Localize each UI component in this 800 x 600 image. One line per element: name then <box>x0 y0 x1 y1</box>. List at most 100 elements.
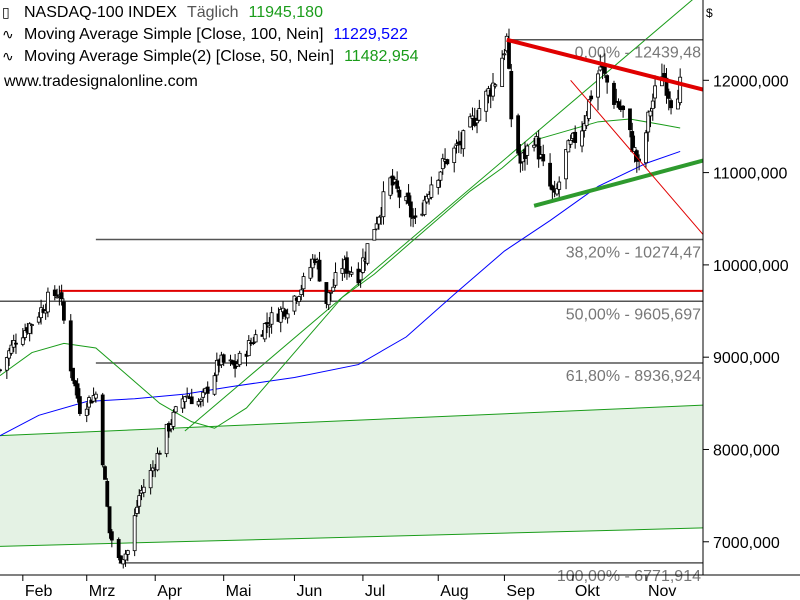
candle-body <box>678 76 683 104</box>
candle-body <box>452 147 457 163</box>
candle-body <box>648 110 653 117</box>
candle-body <box>650 100 655 110</box>
ma50-line <box>0 118 681 429</box>
moving-average-layer <box>0 118 681 437</box>
candle-body <box>297 296 301 302</box>
channel-line <box>0 404 704 437</box>
candle-body <box>491 82 495 97</box>
resistance-trendline <box>506 37 704 92</box>
candle-body <box>36 316 41 323</box>
candle-body <box>429 184 434 198</box>
candle-body <box>62 301 66 321</box>
thin-resistance-trendline <box>570 79 704 235</box>
source-url: www.tradesignalonline.com <box>4 73 198 90</box>
y-tick-label: 9000,000 <box>713 350 780 367</box>
candle-body <box>436 179 441 188</box>
candle-body <box>9 344 14 354</box>
candle-body <box>214 359 219 376</box>
candle-body <box>301 276 306 290</box>
candle-body <box>675 98 680 110</box>
candle-body <box>541 154 546 162</box>
last-price: 11945,180 <box>248 4 323 21</box>
candle-body <box>477 108 482 121</box>
candle-body <box>125 550 130 555</box>
candle-body <box>0 369 2 372</box>
fibonacci-label: 38,20% - 10274,47 <box>566 245 701 262</box>
candle-body <box>548 162 552 187</box>
candle-body <box>331 286 336 292</box>
candle-body <box>262 323 267 340</box>
candle-body <box>555 188 559 195</box>
candle-body <box>185 395 190 398</box>
candle-body <box>381 191 386 218</box>
candle-body <box>107 506 112 534</box>
candle-body <box>422 199 427 215</box>
candle-body <box>454 143 459 146</box>
candle-body <box>109 531 114 541</box>
candle-body <box>345 257 349 274</box>
candle-body <box>68 320 73 372</box>
candle-body <box>148 470 153 489</box>
candle-body <box>445 159 450 165</box>
x-tick-label: Nov <box>648 583 676 600</box>
candle-body <box>374 223 379 230</box>
candle-body <box>564 149 568 180</box>
legend-row-ma50: ∿ Moving Average Simple(2) [Close, 50, N… <box>2 46 419 68</box>
candle-body <box>525 145 530 156</box>
fibonacci-label: 50,00% - 9605,697 <box>566 306 701 323</box>
candle-body <box>502 53 507 56</box>
legend-row-ma100: ∿ Moving Average Simple [Close, 100, Nei… <box>2 24 419 46</box>
line-icon: ∿ <box>2 49 14 65</box>
fibonacci-label: 61,80% - 8936,924 <box>566 368 701 385</box>
candle-body <box>582 123 587 132</box>
candle-body <box>121 559 126 565</box>
candle-body <box>59 292 64 300</box>
candle-body <box>141 486 146 493</box>
candle-body <box>267 325 272 328</box>
candle-body <box>180 398 185 409</box>
support-trendline <box>533 158 704 208</box>
ma100-label: Moving Average Simple [Close, 100, Nein] <box>24 26 324 43</box>
candle-body <box>93 393 98 399</box>
candle-body <box>299 289 304 295</box>
candle-body <box>164 423 169 455</box>
candle-body <box>23 330 28 338</box>
candle-body <box>52 289 57 296</box>
candle-body <box>198 399 203 402</box>
period-label: Täglich <box>186 4 239 21</box>
x-tick-label: Jun <box>296 583 322 600</box>
candle-body <box>605 75 610 83</box>
candle-body <box>221 354 226 363</box>
candle-body <box>365 243 370 264</box>
candle-body <box>536 137 541 160</box>
candle-body <box>157 452 162 455</box>
candle-body <box>292 295 297 312</box>
y-tick-label: 11000,000 <box>713 166 788 183</box>
candle-body <box>616 101 621 108</box>
candle-body <box>253 334 258 343</box>
candle-body <box>46 291 50 313</box>
candle-body <box>621 105 626 111</box>
candle-body <box>251 342 256 345</box>
candle-body <box>358 271 363 281</box>
candle-body <box>71 367 75 381</box>
candles-layer <box>0 28 683 569</box>
candle-body <box>468 116 473 128</box>
candle-body <box>500 57 505 87</box>
candle-body <box>205 386 210 394</box>
chart-legend: ▯ NASDAQ-100 INDEX Täglich 11945,180 ∿ M… <box>2 2 419 68</box>
candle-body <box>388 177 393 196</box>
candle-body <box>20 337 25 345</box>
candle-body <box>171 411 176 427</box>
candle-body <box>584 115 589 127</box>
candle-body <box>103 466 107 480</box>
candle-body <box>550 185 555 191</box>
candle-body <box>7 350 12 359</box>
candle-body <box>329 291 333 294</box>
candle-body <box>237 352 242 366</box>
candle-body <box>73 380 78 387</box>
candle-body <box>413 215 418 218</box>
candlestick-icon: ▯ <box>2 5 10 21</box>
